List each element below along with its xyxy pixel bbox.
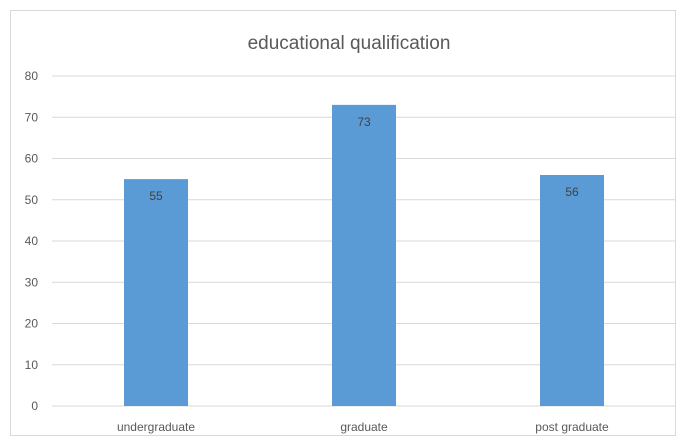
y-tick-label: 50 [25,193,39,207]
y-tick-label: 80 [25,69,39,83]
data-labels: 55 73 56 [149,115,579,203]
bar-3 [540,175,604,406]
y-tick-label: 0 [31,399,38,413]
bar-2 [332,104,396,406]
y-tick-label: 20 [25,317,39,331]
y-tick-label: 10 [25,358,39,372]
data-label: 55 [149,189,163,203]
data-label: 56 [565,185,579,199]
bar-1 [124,179,188,406]
y-tick-label: 30 [25,275,39,289]
x-category-label: post graduate [535,420,609,434]
y-axis-ticks: 0 10 20 30 40 50 60 70 80 [25,69,39,413]
x-category-label: graduate [340,420,388,434]
bars [124,104,604,406]
data-label: 73 [357,115,371,129]
x-axis-categories: undergraduate graduate post graduate [117,420,609,434]
chart-title: educational qualification [248,33,451,54]
y-tick-label: 70 [25,110,39,124]
y-tick-label: 40 [25,234,39,248]
x-category-label: undergraduate [117,420,195,434]
y-tick-label: 60 [25,152,39,166]
